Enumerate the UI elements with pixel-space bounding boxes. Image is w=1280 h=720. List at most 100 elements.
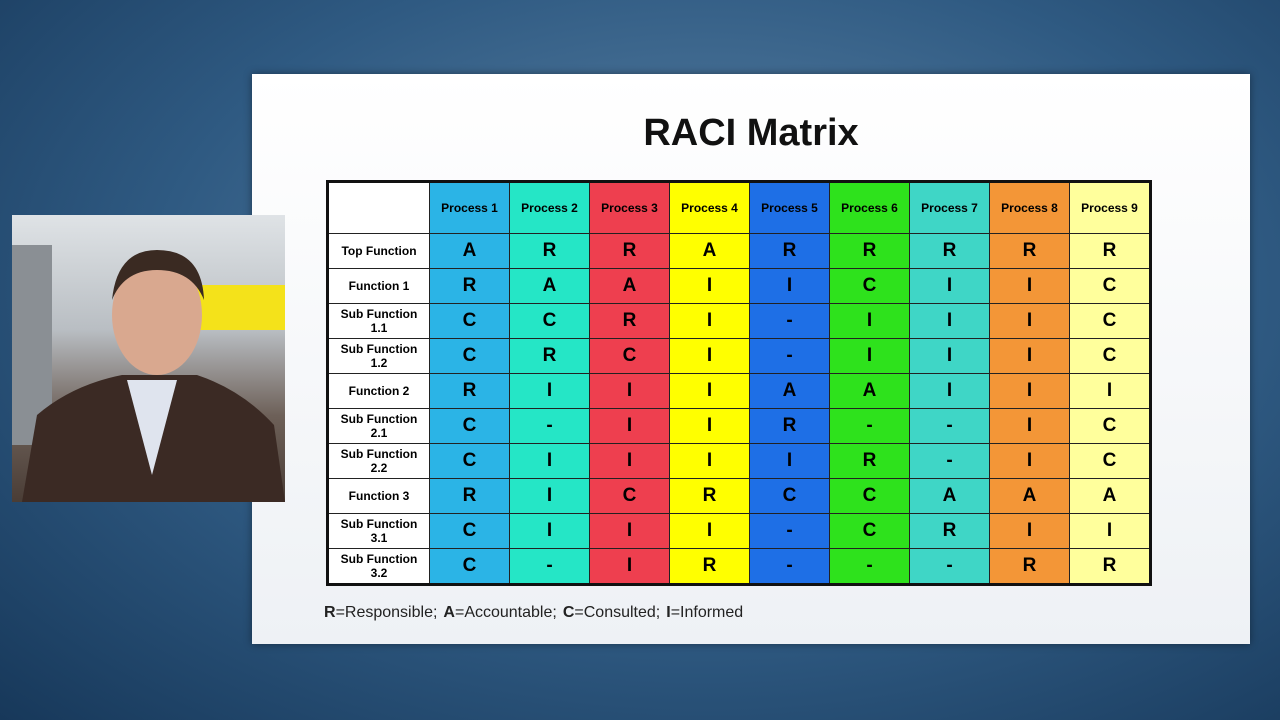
raci-cell: R [589,233,670,269]
raci-cell: I [669,303,750,339]
column-header: Process 9 [1069,181,1151,234]
raci-cell: I [749,443,830,479]
raci-cell: I [589,513,670,549]
raci-cell: A [1069,478,1151,514]
table-row: Sub Function 3.2 C - I R - - - R R [327,548,1151,585]
raci-cell: I [669,513,750,549]
raci-cell: I [749,268,830,304]
raci-cell: R [509,233,590,269]
raci-cell: C [429,338,510,374]
raci-cell: I [589,548,670,585]
raci-cell: I [1069,373,1151,409]
raci-cell: C [429,303,510,339]
raci-cell: R [829,443,910,479]
raci-cell: - [749,303,830,339]
raci-cell: C [589,478,670,514]
raci-cell: C [1069,443,1151,479]
raci-cell: I [509,478,590,514]
corner-cell [327,181,430,234]
raci-cell: - [509,408,590,444]
raci-cell: I [909,303,990,339]
column-header: Process 7 [909,181,990,234]
raci-cell: C [1069,303,1151,339]
raci-cell: C [1069,268,1151,304]
row-label: Sub Function 1.2 [327,338,430,374]
raci-cell: I [989,373,1070,409]
raci-cell: I [909,373,990,409]
raci-cell: I [669,443,750,479]
legend-item: C=Consulted; [563,604,660,621]
row-label: Sub Function 1.1 [327,303,430,339]
row-label: Sub Function 3.1 [327,513,430,549]
raci-cell: C [509,303,590,339]
raci-cell: R [749,233,830,269]
legend: R=Responsible; A=Accountable; C=Consulted;… [324,604,749,622]
raci-cell: I [589,408,670,444]
raci-cell: C [829,513,910,549]
legend-key: A [443,604,455,621]
column-header: Process 3 [589,181,670,234]
raci-cell: - [749,513,830,549]
legend-key: C [562,604,575,621]
column-header: Process 4 [669,181,750,234]
raci-cell: I [589,443,670,479]
table-row: Sub Function 2.2 C I I I I R - I C [327,443,1151,479]
table-row: Sub Function 1.2 C R C I - I I I C [327,338,1151,374]
legend-key: I [666,604,671,621]
raci-cell: I [509,513,590,549]
raci-cell: I [989,303,1070,339]
column-header: Process 5 [749,181,830,234]
raci-cell: A [429,233,510,269]
legend-item: I=Informed [666,604,743,621]
legend-key: R [324,604,336,621]
raci-cell: - [829,408,910,444]
raci-cell: C [829,478,910,514]
legend-item: A=Accountable; [443,604,556,621]
legend-text: =Consulted; [574,604,661,621]
raci-cell: A [669,233,750,269]
raci-cell: I [669,338,750,374]
raci-cell: R [429,478,510,514]
row-label: Function 3 [327,478,430,514]
raci-cell: I [909,268,990,304]
raci-cell: I [989,408,1070,444]
raci-cell: I [829,303,910,339]
header-row: Process 1 Process 2 Process 3 Process 4 Proc… [327,181,1151,234]
background-wall [197,285,285,330]
raci-cell: I [669,408,750,444]
person-shirt [127,380,177,475]
raci-cell: - [909,443,990,479]
column-header: Process 8 [989,181,1070,234]
raci-cell: R [829,233,910,269]
raci-cell: - [749,338,830,374]
column-header: Process 6 [829,181,910,234]
raci-cell: I [509,443,590,479]
row-label: Function 1 [327,268,430,304]
raci-cell: R [429,373,510,409]
raci-cell: - [509,548,590,585]
raci-cell: C [829,268,910,304]
raci-cell: R [909,233,990,269]
person-hair [112,250,204,300]
raci-cell: C [429,548,510,585]
raci-cell: I [829,338,910,374]
raci-cell: R [989,548,1070,585]
raci-cell: R [589,303,670,339]
raci-cell: R [669,548,750,585]
row-label: Function 2 [327,373,430,409]
raci-cell: A [829,373,910,409]
raci-cell: R [909,513,990,549]
raci-cell: - [909,408,990,444]
raci-cell: - [829,548,910,585]
legend-text: =Informed [670,604,744,621]
webcam-inset [12,215,285,502]
table-row: Sub Function 2.1 C - I I R - - I C [327,408,1151,444]
raci-cell: I [989,513,1070,549]
raci-cell: R [989,233,1070,269]
raci-cell: A [509,268,590,304]
table-row: Top Function A R R A R R R R R [327,233,1151,269]
webcam-image [12,245,285,502]
